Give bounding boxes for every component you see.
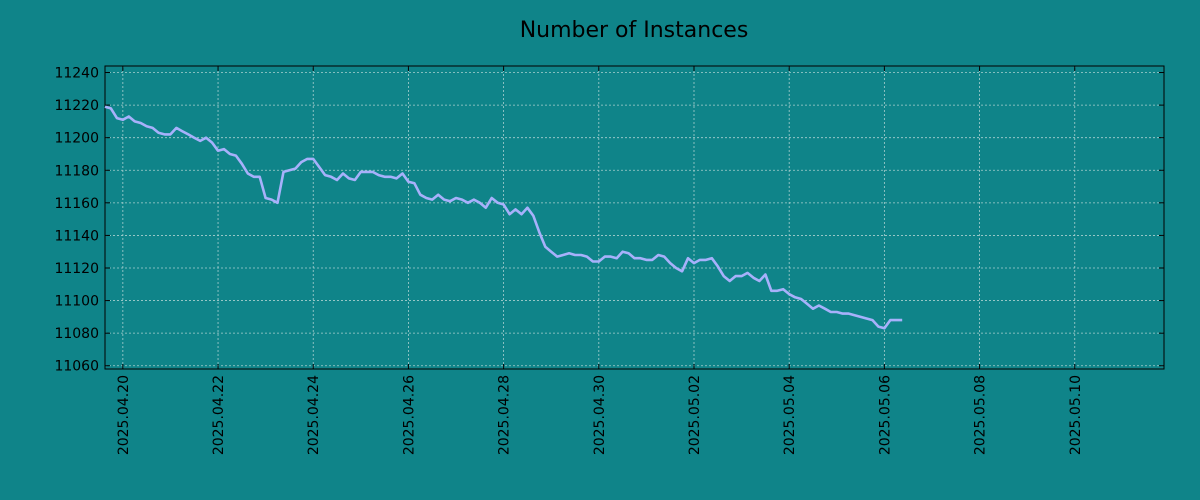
x-tick-label: 2025.04.20 (116, 375, 132, 455)
y-tick-label: 11080 (54, 326, 99, 342)
y-tick-label: 11120 (54, 261, 99, 277)
x-tick-label: 2025.04.26 (401, 375, 417, 455)
y-tick-label: 11100 (54, 294, 99, 310)
x-tick-label: 2025.04.24 (306, 375, 322, 455)
y-tick-label: 11160 (54, 196, 99, 212)
x-tick-label: 2025.05.06 (877, 375, 893, 455)
x-tick-label: 2025.04.30 (592, 375, 608, 455)
y-tick-label: 11060 (54, 359, 99, 375)
y-axis: 11060 11080 11100 11120 11140 11160 11180 11200… (54, 66, 1164, 375)
x-tick-label: 2025.05.02 (687, 375, 703, 455)
x-tick-label: 2025.05.04 (782, 375, 798, 455)
series-line (104, 105, 903, 330)
plot-frame (104, 65, 1165, 370)
y-tick-label: 11180 (54, 163, 99, 179)
y-tick-label: 11240 (54, 66, 99, 82)
x-tick-label: 2025.05.08 (973, 375, 989, 455)
y-tick-label: 11200 (54, 131, 99, 147)
x-tick-label: 2025.04.22 (211, 375, 227, 455)
x-tick-label: 2025.05.10 (1068, 375, 1084, 455)
x-axis: 2025.04.20 2025.04.22 2025.04.24 2025.04.26… (116, 66, 1084, 455)
y-tick-label: 11140 (54, 228, 99, 244)
y-tick-label: 11220 (54, 98, 99, 114)
x-tick-label: 2025.04.28 (497, 375, 513, 455)
grid (105, 66, 1164, 369)
chart-title: Number of Instances (520, 18, 749, 43)
